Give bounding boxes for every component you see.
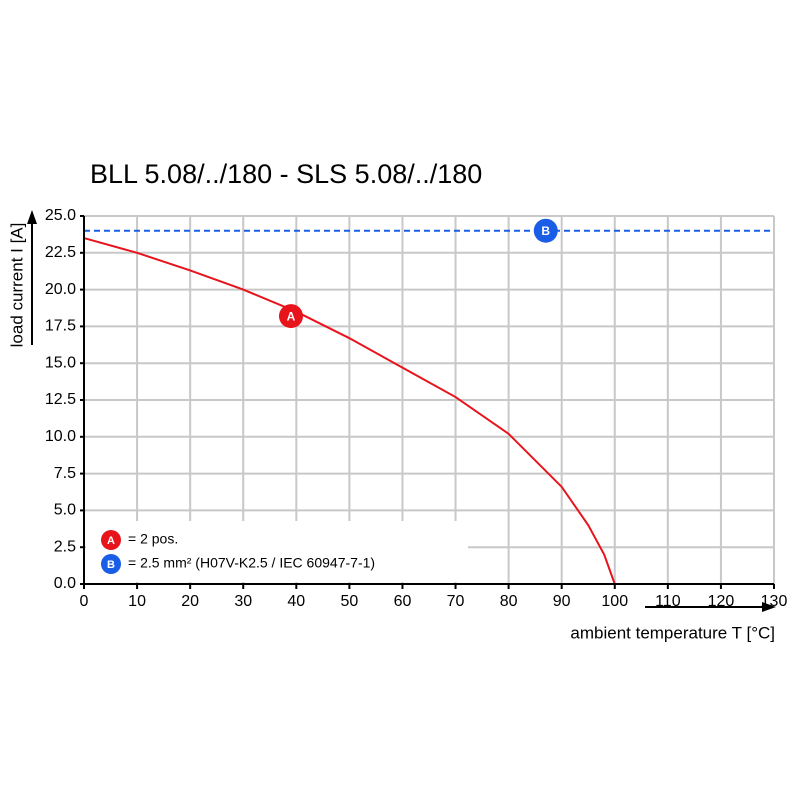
marker-label: B (541, 224, 550, 238)
chart-title: BLL 5.08/../180 - SLS 5.08/../180 (90, 159, 482, 189)
series-line (83, 237, 616, 585)
x-tick-label: 40 (287, 593, 305, 610)
x-tick-label: 80 (500, 593, 518, 610)
x-tick-label: 0 (80, 593, 89, 610)
y-tick-label: 25.0 (45, 207, 76, 224)
x-tick-label: 60 (394, 593, 412, 610)
legend-marker-label: A (107, 535, 115, 547)
x-tick-label: 110 (655, 593, 681, 610)
marker-label: A (287, 309, 296, 323)
y-tick-label: 5.0 (54, 502, 76, 519)
x-tick-label: 120 (708, 593, 735, 610)
series-marker (533, 218, 558, 243)
legend-marker (101, 554, 121, 574)
x-tick-label: 100 (601, 593, 628, 610)
y-tick-label: 0.0 (54, 575, 76, 592)
y-axis-arrowhead (27, 210, 37, 224)
y-tick-label: 12.5 (45, 391, 76, 408)
legend-marker-label: B (107, 559, 115, 571)
x-axis-label: ambient temperature T [°C] (570, 623, 775, 642)
x-tick-label: 30 (234, 593, 252, 610)
x-tick-label: 10 (128, 593, 146, 610)
y-tick-label: 17.5 (45, 318, 76, 335)
y-tick-label: 22.5 (45, 244, 76, 261)
y-tick-label: 2.5 (54, 538, 76, 555)
y-tick-label: 15.0 (45, 354, 76, 371)
x-tick-label: 130 (761, 593, 788, 610)
x-tick-label: 70 (447, 593, 465, 610)
y-axis-label: load current I [A] (7, 223, 26, 348)
x-tick-label: 20 (181, 593, 199, 610)
x-axis-arrowhead (762, 602, 776, 612)
y-tick-label: 20.0 (45, 281, 76, 298)
legend-label: = 2 pos. (128, 531, 178, 547)
x-tick-label: 50 (340, 593, 358, 610)
legend-label: = 2.5 mm² (H07V-K2.5 / IEC 60947-7-1) (128, 555, 375, 571)
y-tick-label: 7.5 (54, 465, 76, 482)
legend-marker (101, 530, 121, 550)
y-tick-label: 10.0 (45, 428, 76, 445)
legend-box (86, 521, 468, 582)
series-marker (279, 304, 303, 329)
x-tick-label: 90 (553, 593, 571, 610)
